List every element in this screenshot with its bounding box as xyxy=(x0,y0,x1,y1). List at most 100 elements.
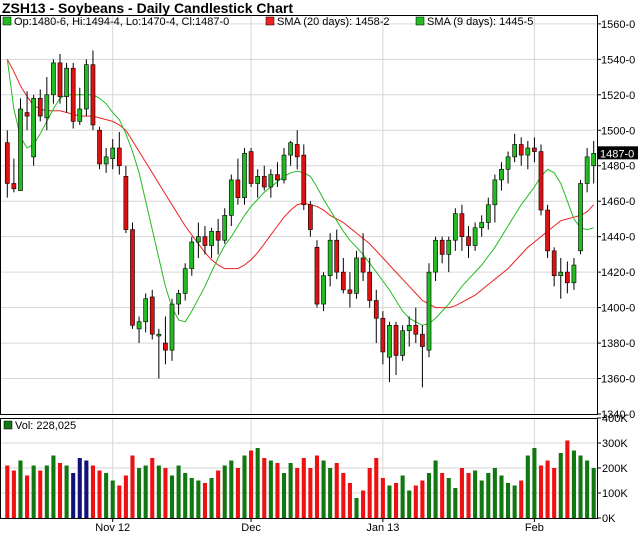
candle-body xyxy=(354,257,359,294)
candle-body xyxy=(222,215,228,241)
candle xyxy=(163,316,168,365)
volume-bars xyxy=(5,440,596,518)
candle-body xyxy=(499,168,504,181)
volume-tick-label: 100K xyxy=(602,488,628,500)
candle xyxy=(228,174,234,227)
candle-body xyxy=(479,222,485,229)
sma9-line xyxy=(6,59,594,326)
candle-body xyxy=(268,174,274,188)
candle-body xyxy=(380,317,386,353)
price-grid xyxy=(0,15,597,518)
candle xyxy=(31,94,36,166)
volume-bar xyxy=(183,473,188,518)
last-price-tag: 1487-0 xyxy=(598,146,638,160)
volume-bar xyxy=(242,455,247,518)
candle-body xyxy=(400,330,405,356)
candle-body xyxy=(11,183,17,190)
candle-body xyxy=(518,144,524,156)
candle-body xyxy=(420,333,425,347)
volume-bar xyxy=(84,460,89,518)
candle-body xyxy=(446,239,452,255)
volume-bar xyxy=(466,473,471,518)
candle xyxy=(327,233,333,287)
volume-bar xyxy=(328,468,333,518)
volume-bar xyxy=(209,478,214,518)
candle-body xyxy=(228,179,234,216)
sma20-legend-swatch xyxy=(265,16,275,26)
price-panel-frame xyxy=(0,15,598,415)
candle-body xyxy=(189,241,195,269)
candle xyxy=(367,257,373,308)
candle-body xyxy=(426,271,432,351)
candle-body xyxy=(485,204,491,223)
candle xyxy=(77,87,83,125)
volume-bar xyxy=(288,463,293,518)
volume-bar xyxy=(169,475,175,518)
volume-bar xyxy=(473,470,478,518)
candle xyxy=(110,139,116,170)
candle-body xyxy=(248,151,254,184)
candle-body xyxy=(123,176,129,230)
axes: 1560-0 1540-0 1520-0 1500-0 1480-0 1460-0 1440… xyxy=(0,15,635,534)
candle xyxy=(420,325,425,388)
candle-body xyxy=(288,142,293,156)
candle-body xyxy=(413,325,419,335)
candle-body xyxy=(281,154,287,181)
candle-body xyxy=(143,298,149,323)
volume-bar xyxy=(334,463,339,518)
candle xyxy=(301,144,307,211)
volume-bar xyxy=(446,478,451,518)
candle-body xyxy=(591,153,597,167)
volume-bar xyxy=(479,480,484,518)
volume-bar xyxy=(216,470,221,518)
candle-body xyxy=(308,204,313,230)
volume-bar xyxy=(571,450,576,518)
candle-body xyxy=(340,271,346,291)
candle xyxy=(334,229,340,280)
candle-body xyxy=(149,296,155,335)
candle xyxy=(156,328,162,379)
volume-bar xyxy=(347,483,352,518)
candle xyxy=(4,130,10,198)
volume-bar xyxy=(314,455,320,518)
volume-bar xyxy=(433,460,438,518)
candle xyxy=(380,311,386,365)
candle-body xyxy=(551,250,557,276)
volume-bar xyxy=(222,465,227,518)
volume-bar xyxy=(301,458,306,518)
candle-body xyxy=(367,271,373,301)
candle-body xyxy=(466,236,471,246)
candle-body xyxy=(459,213,465,237)
candle-body xyxy=(51,62,56,96)
candle-body xyxy=(327,239,333,276)
candle-body xyxy=(294,144,300,158)
candle xyxy=(551,247,557,287)
candle xyxy=(242,148,247,205)
candle xyxy=(97,126,102,170)
volume-bar xyxy=(64,465,69,518)
candle xyxy=(545,204,550,258)
x-tick-label: Jan 13 xyxy=(366,522,399,534)
candle xyxy=(439,236,445,264)
candle-body xyxy=(136,321,142,330)
last-price-tag-text: 1487-0 xyxy=(600,148,634,160)
candle xyxy=(538,144,544,216)
candle-body xyxy=(321,275,326,305)
candle xyxy=(387,321,392,383)
price-legend: Op:1480-6, Hi:1494-4, Lo:1470-4, Cl:1487… xyxy=(2,16,533,28)
candle xyxy=(116,132,122,175)
price-tick-label: 1420-0 xyxy=(601,267,635,279)
candle xyxy=(136,316,142,344)
candle-body xyxy=(130,229,135,326)
volume-bar xyxy=(321,460,326,518)
candle-body xyxy=(275,174,280,181)
candle-body xyxy=(64,67,69,97)
volume-tick-label: 400K xyxy=(602,413,628,425)
x-tick-label: Feb xyxy=(525,522,544,534)
candle-body xyxy=(202,236,208,246)
volume-bar xyxy=(486,473,491,518)
volume-bar xyxy=(492,468,497,518)
volume-bar xyxy=(44,465,49,518)
candle xyxy=(11,158,17,193)
